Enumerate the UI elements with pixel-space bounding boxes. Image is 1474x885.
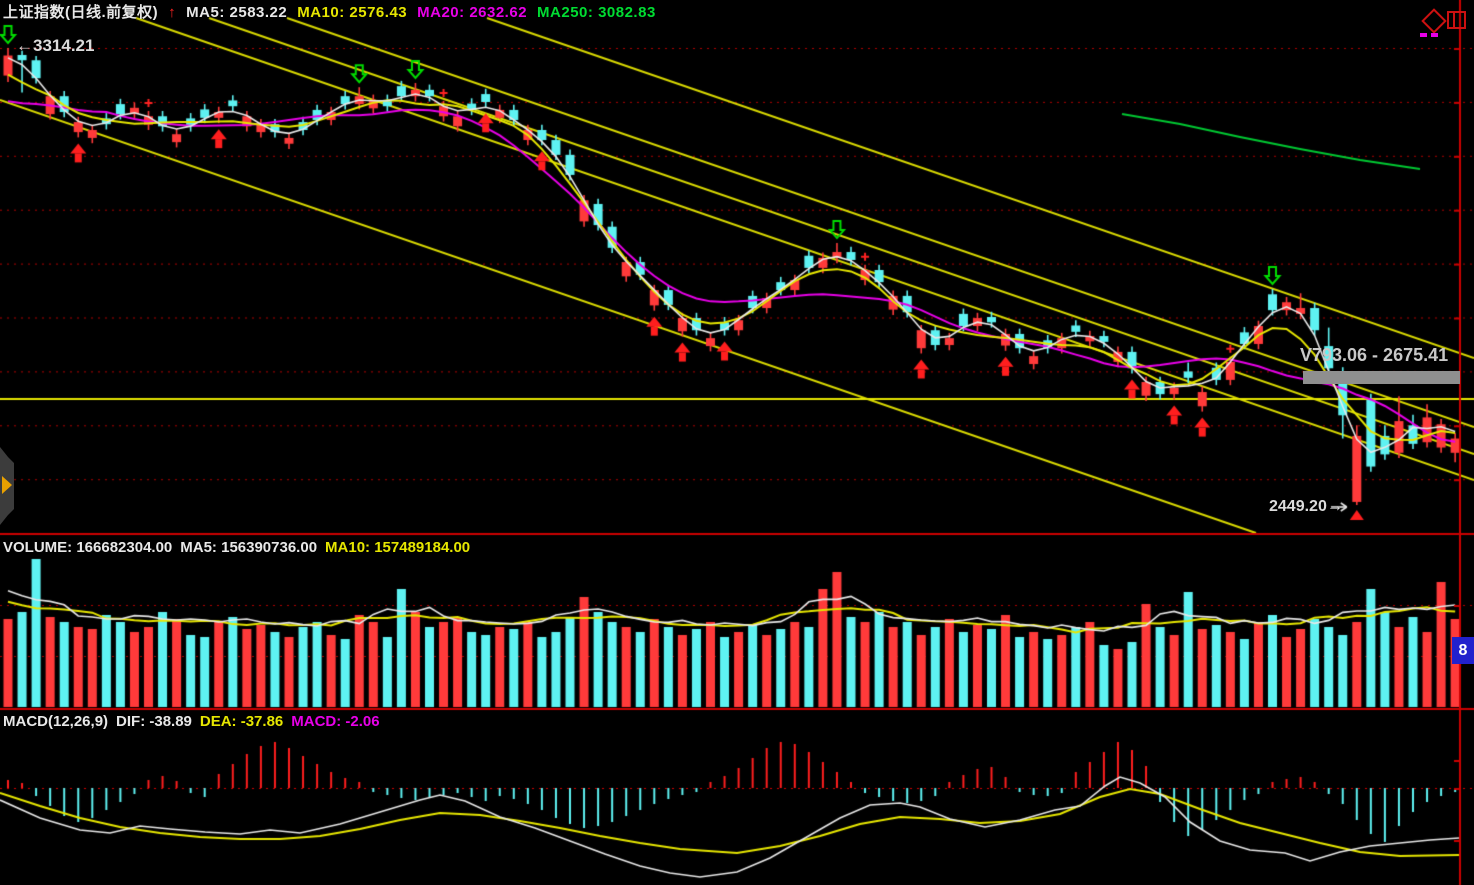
magenta-tick-icon <box>1420 33 1427 37</box>
axis-value-badge: 8 <box>1452 637 1474 664</box>
chart-header: 上证指数(日线.前复权) ↑ MA5: 2583.22 MA10: 2576.43 MA… <box>3 1 666 22</box>
macd-header: MACD(12,26,9) DIF: -38.89 DEA: -37.86 MACD:… <box>3 713 388 730</box>
macd-params-label: MACD(12,26,9) <box>3 713 109 730</box>
dea-readout: DEA: -37.86 <box>199 713 284 730</box>
volume-header: VOLUME: 166682304.00 MA5: 156390736.00 MA1… <box>3 539 478 556</box>
macd-readout: MACD: -2.06 <box>291 713 380 730</box>
ma10-readout: MA10: 2576.43 <box>297 4 408 21</box>
dif-readout: DIF: -38.89 <box>116 713 192 730</box>
sidebar-expand-handle[interactable] <box>0 447 14 525</box>
volume-ma5-readout: MA5: 156390736.00 <box>180 539 318 556</box>
ma5-readout: MA5: 2583.22 <box>186 4 288 21</box>
ma250-readout: MA250: 3082.83 <box>537 4 656 21</box>
gap-range-label: V793.06 - 2675.41 <box>1300 345 1449 365</box>
window-restore-icon[interactable] <box>1447 11 1466 29</box>
volume-readout: VOLUME: 166682304.00 <box>3 539 173 556</box>
up-arrow-icon: ↑ <box>168 4 177 21</box>
gap-highlight-band <box>1303 371 1460 384</box>
high-price-label: ←3314.21 <box>16 36 95 55</box>
volume-ma10-readout: MA10: 157489184.00 <box>325 539 471 556</box>
magenta-tick-icon <box>1431 33 1438 37</box>
expand-arrow-icon <box>2 476 12 494</box>
ma20-readout: MA20: 2632.62 <box>417 4 528 21</box>
symbol-title[interactable]: 上证指数(日线.前复权) <box>3 4 159 21</box>
low-price-label: 2449.20→ <box>1269 498 1343 515</box>
